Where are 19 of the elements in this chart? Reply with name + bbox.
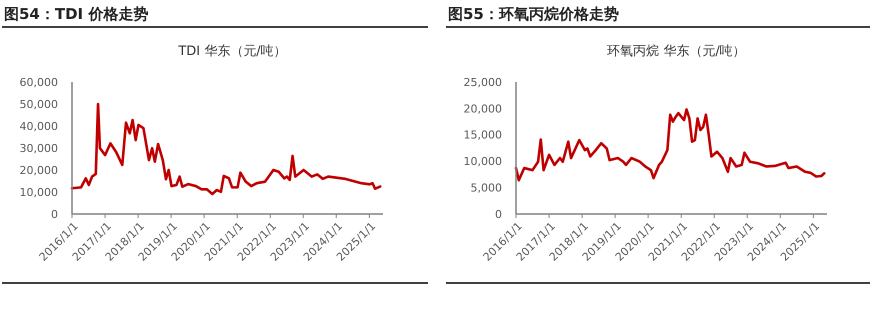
y-tick-label: 60,000: [20, 76, 58, 89]
y-tick-label: 20,000: [464, 102, 502, 116]
chart-subtitle: TDI 华东（元/吨）: [177, 44, 287, 59]
y-tick-label: 20,000: [20, 164, 58, 177]
y-tick-label: 50,000: [20, 98, 58, 111]
y-tick-label: 15,000: [464, 128, 502, 142]
chart-title: 图55：环氧丙烷价格走势: [448, 5, 619, 23]
chart-title: 图54：TDI 价格走势: [4, 5, 148, 23]
y-tick-label: 30,000: [20, 142, 58, 155]
y-tick-label: 25,000: [464, 76, 502, 89]
y-tick-label: 0: [51, 208, 58, 221]
y-tick-label: 10,000: [20, 186, 58, 199]
y-tick-label: 10,000: [464, 155, 502, 168]
line-series: [514, 108, 826, 182]
line-series: [70, 102, 382, 196]
y-tick-label: 40,000: [20, 120, 58, 133]
y-tick-label: 5,000: [470, 181, 502, 194]
chart-subtitle: 环氧丙烷 华东（元/吨）: [607, 44, 746, 59]
y-tick-label: 0: [495, 208, 502, 221]
